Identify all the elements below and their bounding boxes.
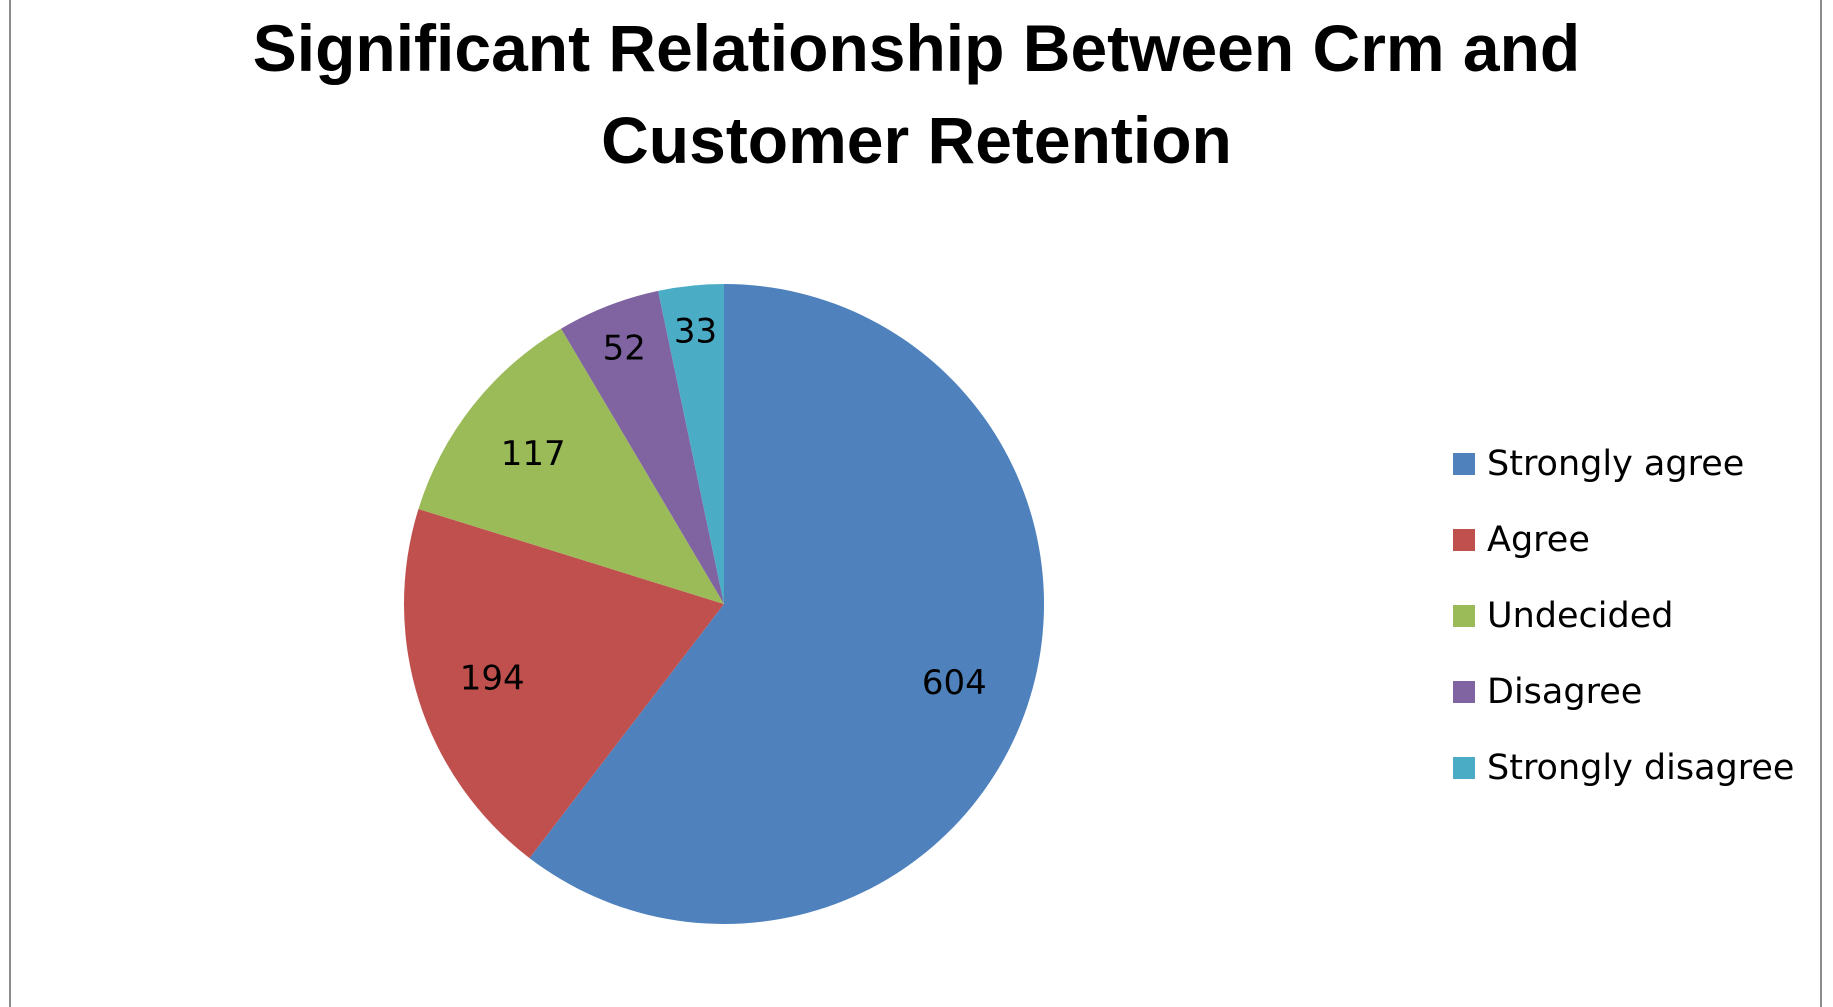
- pie-slice-disagree: [561, 290, 724, 604]
- chart-title-line-2: Customer Retention: [601, 103, 1232, 177]
- legend-item-undecided: Undecided: [1453, 578, 1794, 654]
- chart-title: Significant Relationship Between Crm and…: [0, 2, 1833, 186]
- legend-label: Undecided: [1487, 596, 1674, 636]
- legend-swatch: [1453, 529, 1475, 551]
- pie-slice-agree: [404, 508, 724, 859]
- legend-swatch: [1453, 453, 1475, 475]
- chart-legend: Strongly agree Agree Undecided Disagree Stro…: [1453, 426, 1794, 806]
- legend-label: Strongly disagree: [1487, 748, 1795, 788]
- data-label-strongly-disagree: 33: [674, 311, 717, 351]
- legend-label: Agree: [1487, 520, 1590, 560]
- data-label-agree: 194: [460, 659, 525, 699]
- legend-swatch: [1453, 605, 1475, 627]
- data-label-strongly-agree: 604: [922, 663, 987, 703]
- legend-item-strongly-disagree: Strongly disagree: [1453, 730, 1794, 806]
- legend-item-disagree: Disagree: [1453, 654, 1794, 730]
- chart-title-line-1: Significant Relationship Between Crm and: [252, 11, 1581, 85]
- pie-slice-strongly-agree: [529, 284, 1044, 924]
- pie-slices: [404, 284, 1044, 924]
- legend-item-strongly-agree: Strongly agree: [1453, 426, 1794, 502]
- legend-label: Disagree: [1487, 672, 1643, 712]
- legend-swatch: [1453, 681, 1475, 703]
- data-label-undecided: 117: [501, 434, 566, 474]
- pie-data-labels: 604 194 117 52 33: [460, 311, 987, 703]
- data-label-disagree: 52: [603, 328, 646, 368]
- legend-item-agree: Agree: [1453, 502, 1794, 578]
- legend-swatch: [1453, 757, 1475, 779]
- legend-label: Strongly agree: [1487, 444, 1745, 484]
- pie-slice-undecided: [418, 328, 724, 604]
- pie-slice-strongly-disagree: [658, 284, 724, 604]
